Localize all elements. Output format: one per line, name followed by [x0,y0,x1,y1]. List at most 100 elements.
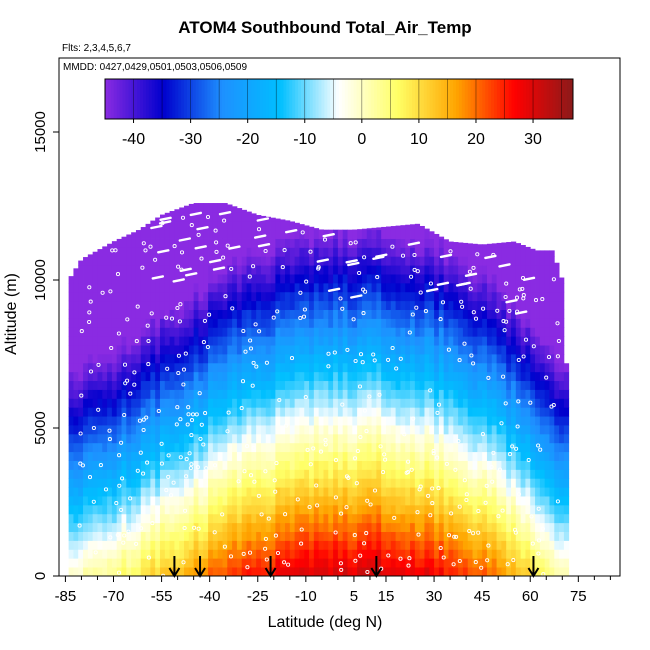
heat-cell [318,442,324,453]
observation-dot [361,287,366,292]
heat-cell [169,300,175,310]
heat-cell [448,291,454,302]
heat-cell [318,540,324,550]
observation-dot [179,250,185,255]
heat-cell [155,229,161,239]
heat-cell [280,442,286,453]
heat-cell [453,371,459,382]
heat-cell [198,282,204,293]
heat-cell [453,522,459,532]
heat-cell [496,265,502,275]
heat-cell [97,549,103,559]
heat-cell [159,496,166,506]
heat-cell [111,274,118,284]
heat-cell [222,433,228,444]
heat-cell [472,558,478,568]
heat-cell [236,247,243,257]
observation-dot [311,446,316,451]
heat-cell [333,336,339,346]
observation-dot [333,495,338,500]
heat-cell [539,256,546,266]
heat-cell [145,354,151,364]
heat-cell [193,549,199,559]
heat-cell [265,362,271,373]
heat-cell [486,327,493,337]
heat-cell [342,540,348,550]
heat-cell [530,531,536,541]
heat-cell [102,451,108,461]
heat-cell [169,416,175,426]
heat-cell [246,211,252,222]
heat-cell [530,425,536,435]
heat-cell [174,540,180,550]
heat-cell [559,478,565,488]
heat-cell [544,416,550,426]
heat-cell [323,327,329,337]
heat-cell [241,209,247,213]
heat-cell [126,567,132,576]
heat-cell [563,380,570,390]
heat-cell [337,371,344,382]
heat-cell [366,380,372,390]
heat-cell [92,460,98,470]
heat-cell [227,540,233,550]
heat-cell [227,425,233,435]
heat-cell [535,345,541,355]
heat-cell [299,460,305,470]
heat-cell [467,256,473,266]
observation-dot [251,445,256,450]
heat-cell [381,442,387,453]
heat-cell [140,513,146,524]
colorbar-swatch [555,79,559,119]
heat-cell [92,558,98,568]
heat-cell [501,416,507,426]
heat-cell [260,247,267,257]
heat-cell [438,451,445,461]
observation-dot [140,265,145,270]
heat-cell [208,540,214,550]
heat-cell [107,291,113,302]
heat-cell [453,567,459,576]
observation-dot [415,269,420,274]
heat-cell [419,407,425,417]
heat-cell [453,274,459,284]
heat-cell [467,309,473,319]
heat-cell [347,336,353,346]
observation-dot [117,483,122,488]
heat-cell [265,504,271,515]
heat-cell [482,496,488,506]
heat-cell [405,282,411,293]
heat-cell [333,371,339,382]
heat-cell [236,469,243,479]
heat-cell [83,549,89,559]
heat-cell [323,487,329,497]
heat-cell [357,327,363,337]
heat-cell [467,416,473,426]
heat-cell [97,300,103,310]
x-tick-label: -70 [103,588,125,605]
heat-cell [333,327,339,337]
heat-cell [184,433,190,444]
heat-cell [217,531,223,541]
heat-cell [68,451,74,461]
heat-cell [515,504,522,515]
colorbar-swatch [213,79,217,119]
heat-cell [294,265,300,275]
heat-cell [414,336,421,346]
heat-cell [193,274,199,284]
observation-dot [196,232,201,237]
heat-cell [131,265,137,275]
heat-cell [275,256,281,266]
heat-cell [246,478,252,488]
heat-cell [184,229,190,239]
heat-cell [385,247,392,257]
heat-cell [424,398,430,408]
heat-cell [304,345,310,355]
heat-cell [275,318,281,328]
heat-cell [270,309,276,319]
flight-segment-dash [345,259,358,264]
observation-dot [302,307,307,312]
heat-cell [97,282,103,293]
heat-cell [131,425,137,435]
heat-cell [376,336,382,346]
